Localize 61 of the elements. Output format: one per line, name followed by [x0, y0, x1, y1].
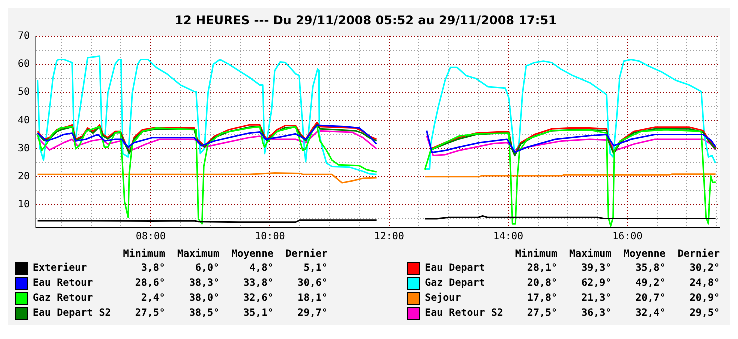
text: 2,4°	[140, 292, 166, 306]
chart-title: 12 HEURES --- Du 29/11/2008 05:52 au 29/11/2008 17:51	[175, 13, 557, 28]
text: 4,8°	[248, 262, 275, 276]
y-tick-label: 10	[18, 200, 30, 211]
text: 27,5°	[526, 307, 559, 321]
text: Maximum	[176, 248, 221, 261]
text: Minimum	[514, 248, 559, 261]
text: Minimum	[122, 248, 166, 261]
x-tick-label: 08:00	[136, 232, 166, 243]
text: 24,8°	[688, 277, 721, 291]
text: 3,8°	[140, 262, 166, 276]
text: 38,0°	[188, 292, 221, 306]
y-tick-label: 50	[18, 87, 30, 98]
text: 30,2°	[688, 262, 721, 276]
legend-label: Gaz Retour	[32, 292, 94, 306]
text: Dernier	[284, 248, 329, 261]
text: Dernier	[676, 248, 721, 261]
text: 39,3°	[580, 262, 613, 276]
text: 28,1°	[526, 262, 559, 276]
text: 35,1°	[242, 307, 275, 321]
legend-label: Exterieur	[32, 262, 88, 276]
text: 27,5°	[134, 307, 166, 321]
text: 36,3°	[580, 307, 613, 321]
x-tick-label: 14:00	[493, 232, 524, 243]
text: 33,8°	[242, 277, 275, 291]
text: 35,8°	[634, 262, 667, 276]
text: 32,4°	[634, 307, 667, 321]
text: 20,7°	[634, 292, 667, 306]
text: 5,1°	[302, 262, 329, 276]
y-tick-label: 60	[18, 59, 30, 70]
x-tick-label: 10:00	[255, 232, 286, 243]
text: 38,5°	[188, 307, 221, 321]
text: 30,6°	[296, 277, 329, 291]
legend-label: Eau Retour S2	[424, 307, 504, 321]
text: 17,8°	[526, 292, 559, 306]
y-tick-label: 20	[18, 171, 30, 182]
text: 20,8°	[526, 277, 559, 291]
legend-label: Sejour	[424, 292, 462, 306]
text: 18,1°	[296, 292, 329, 306]
x-tick-label: 16:00	[612, 232, 643, 243]
text: 29,7°	[296, 307, 329, 321]
y-tick-label: 70	[18, 30, 30, 42]
text: 62,9°	[580, 277, 613, 291]
legend-label: Eau Depart S2	[32, 307, 112, 321]
text: 29,5°	[688, 307, 721, 321]
text: 21,3°	[580, 292, 613, 306]
text: 32,6°	[242, 292, 275, 306]
legend-label: Eau Retour	[32, 277, 94, 291]
text: 49,2°	[634, 277, 667, 291]
text: Maximum	[568, 248, 613, 261]
text: 28,6°	[134, 277, 166, 291]
text: 20,9°	[688, 292, 721, 306]
text: Moyenne	[622, 248, 667, 261]
text: Moyenne	[230, 248, 275, 261]
text: 6,0°	[194, 262, 221, 276]
legend-label: Eau Depart	[424, 262, 486, 276]
y-tick-label: 40	[18, 115, 30, 126]
legend-label: Gaz Depart	[424, 277, 486, 291]
text: 38,3°	[188, 277, 221, 291]
y-tick-label: 30	[18, 143, 30, 154]
x-tick-label: 12:00	[374, 232, 404, 243]
